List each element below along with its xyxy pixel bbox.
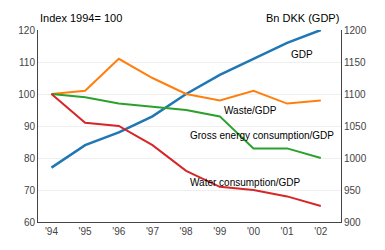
svg-text:90: 90 xyxy=(24,121,36,132)
svg-text:Water consumption/GDP: Water consumption/GDP xyxy=(190,177,301,188)
svg-text:950: 950 xyxy=(344,185,361,196)
svg-text:'98: '98 xyxy=(180,226,193,237)
svg-text:1100: 1100 xyxy=(344,89,366,100)
svg-text:'97: '97 xyxy=(146,226,159,237)
svg-text:60: 60 xyxy=(24,217,36,228)
svg-text:'94: '94 xyxy=(45,226,58,237)
svg-text:'95: '95 xyxy=(79,226,92,237)
svg-text:80: 80 xyxy=(24,153,36,164)
svg-text:'96: '96 xyxy=(112,226,125,237)
svg-text:120: 120 xyxy=(18,25,35,36)
svg-text:1200: 1200 xyxy=(344,25,367,36)
svg-text:110: 110 xyxy=(19,57,35,68)
svg-text:'01: '01 xyxy=(281,226,294,237)
svg-text:Gross energy consumption/GDP: Gross energy consumption/GDP xyxy=(190,130,334,141)
svg-text:Waste/GDP: Waste/GDP xyxy=(224,105,277,116)
svg-text:1000: 1000 xyxy=(344,153,367,164)
svg-text:1050: 1050 xyxy=(344,121,367,132)
svg-text:'00: '00 xyxy=(247,226,260,237)
svg-text:900: 900 xyxy=(344,217,361,228)
svg-text:70: 70 xyxy=(24,185,36,196)
svg-text:'02: '02 xyxy=(314,226,327,237)
svg-text:1150: 1150 xyxy=(344,57,366,68)
svg-text:'99: '99 xyxy=(213,226,226,237)
svg-text:Index 1994= 100: Index 1994= 100 xyxy=(40,12,122,24)
svg-text:100: 100 xyxy=(18,89,35,100)
svg-text:Bn DKK (GDP): Bn DKK (GDP) xyxy=(266,12,339,24)
svg-text:GDP: GDP xyxy=(291,49,313,60)
